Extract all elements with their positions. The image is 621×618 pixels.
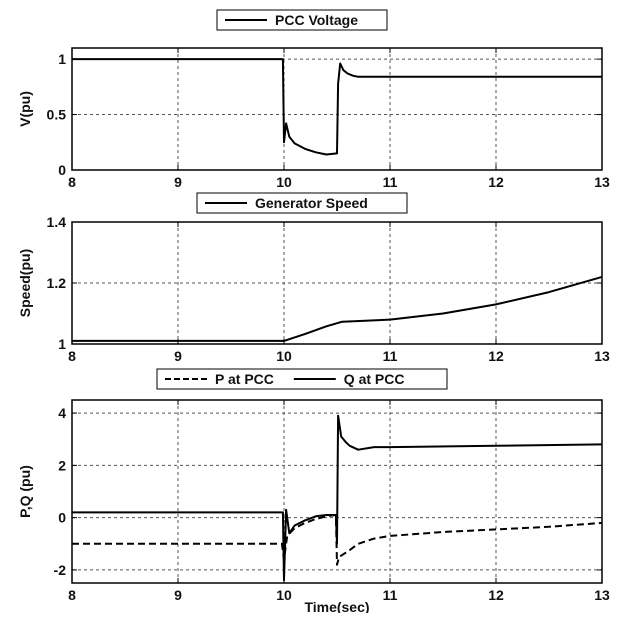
legend-entry: Q at PCC xyxy=(344,371,405,387)
y-tick-label: 1 xyxy=(58,51,66,67)
y-axis-label: V(pu) xyxy=(17,91,33,127)
series-line-q-at-pcc xyxy=(72,414,603,582)
legend: P at PCC Q at PCC xyxy=(156,368,448,390)
legend: PCC Voltage xyxy=(216,9,388,31)
y-tick-label: 0.5 xyxy=(47,107,67,123)
y-tick-label: 1.4 xyxy=(47,214,67,230)
x-tick-label: 11 xyxy=(383,587,398,603)
x-tick-label: 13 xyxy=(594,174,610,190)
y-tick-label: 2 xyxy=(58,457,66,473)
x-tick-label: 9 xyxy=(174,587,182,603)
y-axis-label: Speed(pu) xyxy=(17,249,33,317)
x-axis-label: Time(sec) xyxy=(304,599,369,613)
x-tick-label: 12 xyxy=(488,174,504,190)
legend-entry: Generator Speed xyxy=(255,195,368,211)
x-tick-label: 11 xyxy=(383,348,398,364)
x-tick-label: 8 xyxy=(68,348,76,364)
x-tick-label: 12 xyxy=(488,587,504,603)
chart-panel-2: 8 9 10 11 12 13 1 1.2 1.4 Speed(pu) Generator Spee… xyxy=(17,192,610,364)
legend-box xyxy=(216,9,388,31)
y-tick-label: 0 xyxy=(58,162,66,178)
x-tick-label: 8 xyxy=(68,174,76,190)
y-tick-label: -2 xyxy=(54,562,67,578)
y-tick-label: 0 xyxy=(58,510,66,526)
x-tick-label: 9 xyxy=(174,174,182,190)
legend-entry: PCC Voltage xyxy=(275,12,358,28)
y-tick-label: 1.2 xyxy=(47,275,67,291)
y-axis-label: P,Q (pu) xyxy=(17,465,33,518)
legend-entry: P at PCC xyxy=(215,371,274,387)
series-line-generator-speed xyxy=(72,275,603,342)
x-tick-label: 10 xyxy=(276,587,292,603)
legend: Generator Speed xyxy=(196,192,408,214)
y-tick-label: 4 xyxy=(58,405,66,421)
x-tick-label: 10 xyxy=(276,348,292,364)
chart-panel-3: 8 9 10 11 12 13 -2 0 2 4 P,Q (pu) Time(sec) P at PCC… xyxy=(17,368,610,615)
axes-frame xyxy=(71,399,603,584)
x-tick-label: 12 xyxy=(488,348,504,364)
axes-frame xyxy=(71,47,603,171)
x-tick-label: 13 xyxy=(594,587,610,603)
x-tick-label: 13 xyxy=(594,348,610,364)
y-tick-label: 1 xyxy=(58,336,66,352)
legend-box xyxy=(196,192,408,214)
x-tick-label: 8 xyxy=(68,587,76,603)
x-tick-label: 9 xyxy=(174,348,182,364)
x-tick-label: 11 xyxy=(383,174,398,190)
series-line-pcc-voltage xyxy=(72,58,602,156)
x-tick-label: 10 xyxy=(276,174,292,190)
chart-panel-1: 8 9 10 11 12 13 0 0.5 1 V(pu) PCC Voltage xyxy=(17,9,610,190)
